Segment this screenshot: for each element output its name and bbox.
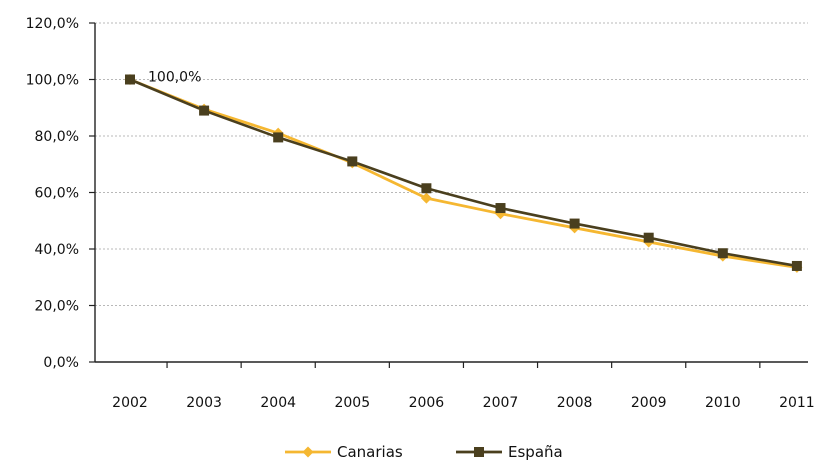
- x-tick-label: 2011: [779, 395, 815, 411]
- data-point-españa: [347, 156, 358, 167]
- y-tick-label: 100,0%: [26, 73, 79, 89]
- data-point-españa: [199, 105, 210, 116]
- legend-item-españa: España: [456, 443, 563, 461]
- data-point-españa: [791, 260, 802, 271]
- x-tick-label: 2010: [705, 395, 741, 411]
- axes: [89, 22, 808, 368]
- x-tick-label: 2002: [112, 395, 148, 411]
- series-line-canarias: [129, 78, 798, 269]
- legend-marker: [302, 446, 314, 458]
- y-tick-label: 0,0%: [43, 355, 79, 371]
- x-tick-label: 2009: [631, 395, 667, 411]
- x-tick-label: 2007: [483, 395, 519, 411]
- data-label: 100,0%: [148, 70, 201, 86]
- x-tick-label: 2004: [260, 395, 296, 411]
- y-tick-label: 120,0%: [26, 16, 79, 32]
- legend-item-canarias: Canarias: [285, 443, 403, 461]
- data-point-españa: [717, 248, 728, 259]
- data-point-españa: [273, 132, 284, 143]
- x-tick-label: 2006: [409, 395, 445, 411]
- x-tick-label: 2008: [557, 395, 593, 411]
- y-tick-label: 20,0%: [35, 299, 79, 315]
- legend-marker: [474, 447, 484, 457]
- x-tick-label: 2005: [334, 395, 370, 411]
- data-point-españa: [125, 74, 135, 85]
- data-point-españa: [569, 218, 580, 229]
- data-point-canarias: [420, 192, 432, 204]
- series-line-españa: [129, 78, 798, 268]
- y-tick-label: 80,0%: [35, 129, 79, 145]
- y-tick-labels: 0,0% 20,0% 40,0% 60,0% 80,0% 100,0% 120,0%: [26, 16, 79, 371]
- legend-label: Canarias: [337, 443, 403, 461]
- series-markers: [124, 74, 803, 273]
- data-point-españa: [495, 203, 506, 214]
- x-tick-labels: 2002 2003 2004 2005 2006 2007 2008 2009 2010 2011: [112, 395, 815, 411]
- annotations: 100,0%: [148, 70, 201, 86]
- data-point-españa: [421, 183, 432, 194]
- series-lines: [129, 78, 798, 269]
- legend: Canarias España: [285, 443, 563, 461]
- data-point-españa: [643, 232, 654, 243]
- x-tick-label: 2003: [186, 395, 222, 411]
- gridlines: [95, 22, 808, 306]
- y-tick-label: 40,0%: [35, 242, 79, 258]
- y-tick-label: 60,0%: [35, 186, 79, 202]
- legend-label: España: [508, 443, 563, 461]
